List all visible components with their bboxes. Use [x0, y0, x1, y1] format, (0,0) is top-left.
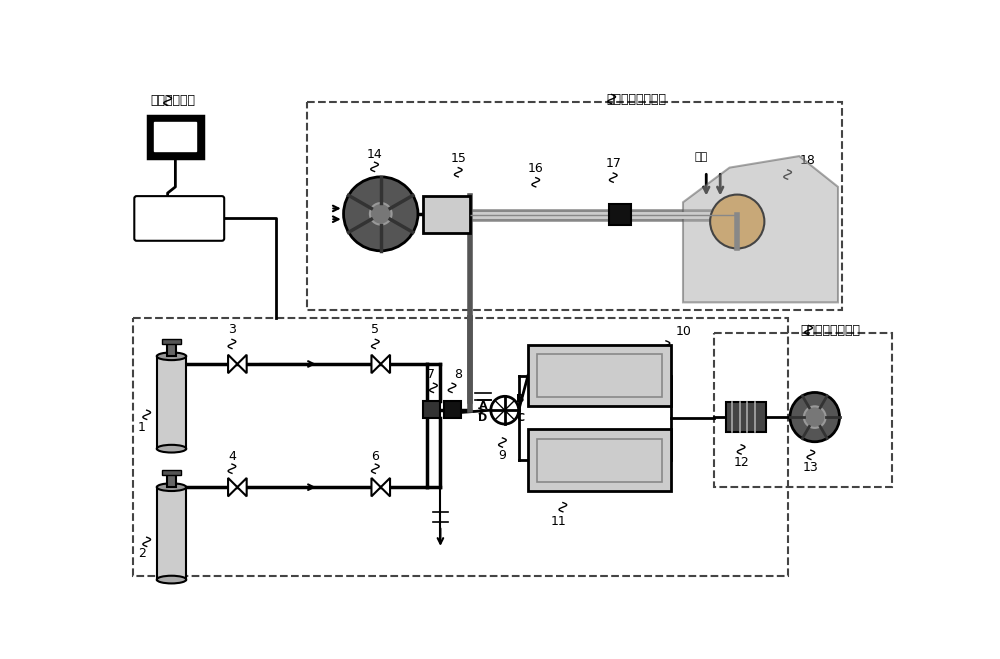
Circle shape	[370, 203, 392, 225]
Bar	[726, 403, 766, 432]
Text: D: D	[478, 413, 488, 423]
Polygon shape	[381, 478, 390, 496]
Circle shape	[790, 393, 840, 442]
Text: 16: 16	[528, 162, 544, 175]
Bar	[423, 401, 440, 418]
Text: 3: 3	[228, 324, 236, 336]
FancyBboxPatch shape	[134, 196, 224, 241]
Bar	[307, 102, 842, 310]
Polygon shape	[381, 355, 390, 373]
Bar	[167, 473, 176, 487]
Bar	[528, 430, 671, 491]
Bar	[444, 401, 461, 418]
Text: 6: 6	[371, 449, 379, 463]
Text: 气体浓度分析部分: 气体浓度分析部分	[800, 324, 860, 337]
Text: 9: 9	[498, 449, 506, 462]
Polygon shape	[228, 478, 237, 496]
Ellipse shape	[157, 483, 186, 491]
Text: 气体采集混合部分: 气体采集混合部分	[606, 93, 666, 106]
Bar	[157, 357, 186, 449]
Bar	[162, 339, 181, 344]
Bar	[162, 471, 181, 475]
Polygon shape	[371, 355, 381, 373]
Text: 5: 5	[371, 324, 379, 336]
Bar	[167, 343, 176, 357]
Polygon shape	[237, 478, 247, 496]
Bar	[609, 204, 631, 225]
Bar	[154, 122, 196, 152]
Polygon shape	[371, 478, 381, 496]
Text: C: C	[516, 413, 524, 423]
Circle shape	[491, 396, 519, 424]
Text: 12: 12	[733, 457, 749, 469]
Polygon shape	[237, 355, 247, 373]
Bar	[537, 439, 662, 482]
Text: A: A	[479, 401, 487, 411]
Text: 7: 7	[427, 368, 435, 381]
Bar	[148, 116, 202, 158]
Ellipse shape	[157, 353, 186, 360]
Bar	[133, 318, 788, 576]
Bar	[528, 345, 671, 407]
Polygon shape	[683, 156, 838, 302]
Ellipse shape	[157, 445, 186, 453]
Circle shape	[710, 194, 764, 248]
Text: 18: 18	[799, 154, 815, 167]
Text: 15: 15	[450, 152, 466, 165]
Bar	[714, 333, 892, 487]
Circle shape	[344, 177, 418, 251]
Text: 4: 4	[228, 449, 236, 463]
Text: 8: 8	[454, 368, 462, 381]
Text: 14: 14	[367, 148, 382, 161]
Text: 10: 10	[675, 325, 691, 338]
Text: 空气: 空气	[695, 152, 708, 162]
Circle shape	[804, 407, 826, 428]
Text: 1: 1	[138, 421, 146, 434]
Text: 17: 17	[605, 157, 621, 170]
Ellipse shape	[157, 576, 186, 583]
Bar	[537, 354, 662, 397]
Text: 13: 13	[803, 461, 819, 474]
Bar	[423, 196, 470, 233]
Text: 2: 2	[138, 547, 146, 560]
Text: 控制单元: 控制单元	[164, 212, 194, 225]
Text: B: B	[516, 394, 524, 405]
Polygon shape	[228, 355, 237, 373]
Text: 人机交互设备: 人机交互设备	[151, 94, 196, 107]
Bar	[157, 487, 186, 579]
Text: 11: 11	[551, 515, 567, 528]
